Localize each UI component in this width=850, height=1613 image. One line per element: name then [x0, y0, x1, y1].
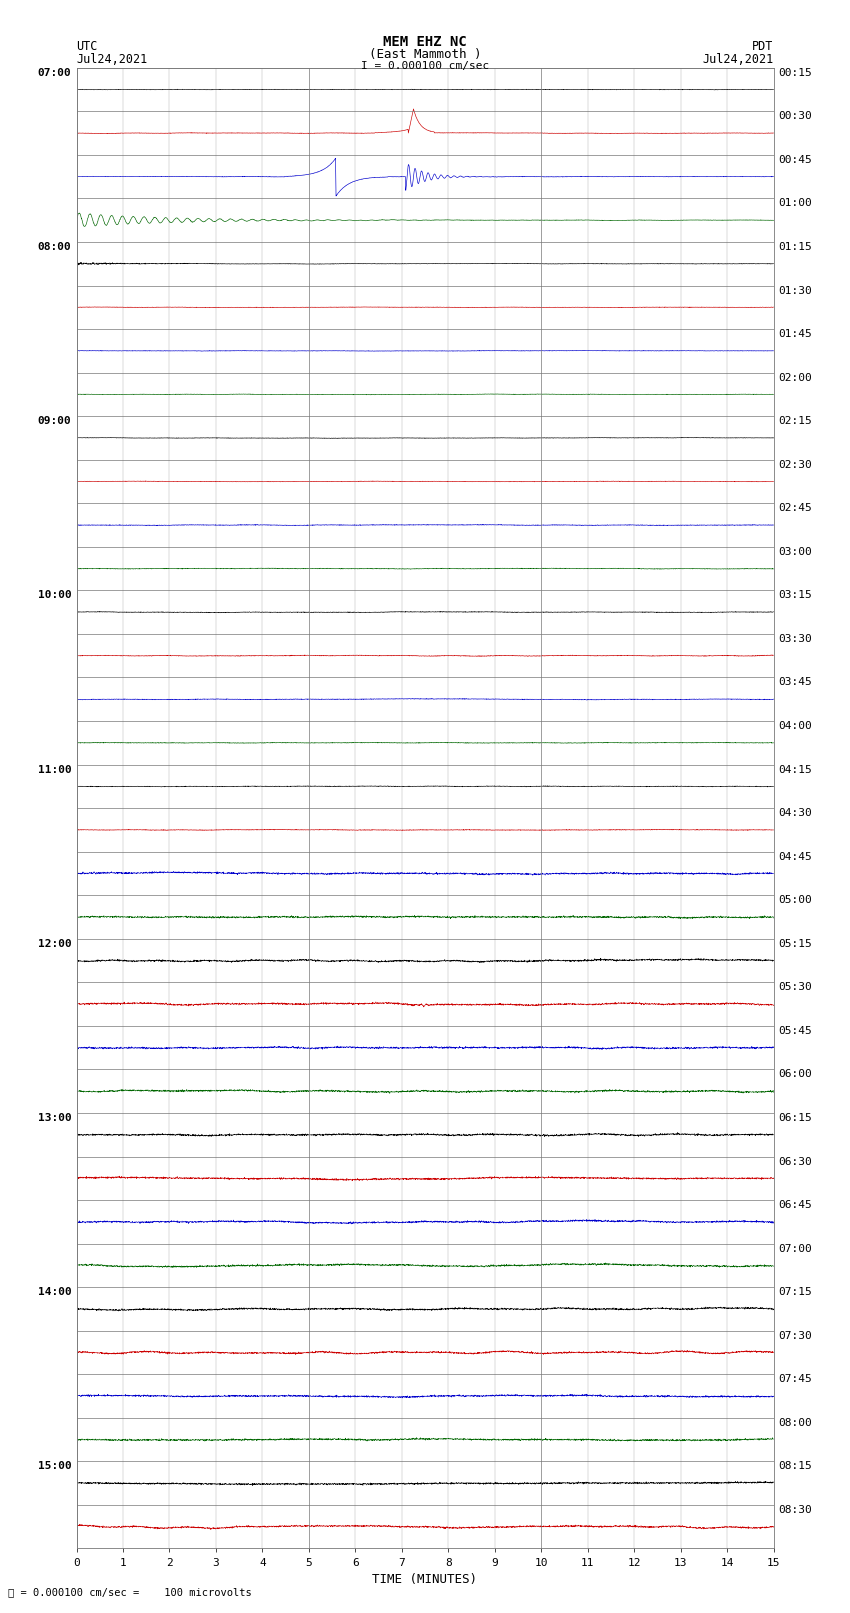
Text: 01:45: 01:45	[779, 329, 812, 339]
Text: 14:00: 14:00	[38, 1287, 71, 1297]
Text: 07:00: 07:00	[38, 68, 71, 77]
Text: 01:30: 01:30	[779, 286, 812, 295]
Text: 06:15: 06:15	[779, 1113, 812, 1123]
Text: 02:15: 02:15	[779, 416, 812, 426]
Text: 00:45: 00:45	[779, 155, 812, 165]
Text: Jul24,2021: Jul24,2021	[76, 53, 148, 66]
Text: 01:15: 01:15	[779, 242, 812, 252]
Text: 07:15: 07:15	[779, 1287, 812, 1297]
Text: 05:45: 05:45	[779, 1026, 812, 1036]
Text: I = 0.000100 cm/sec: I = 0.000100 cm/sec	[361, 61, 489, 71]
Text: 08:30: 08:30	[779, 1505, 812, 1515]
Text: 02:00: 02:00	[779, 373, 812, 382]
Text: 07:30: 07:30	[779, 1331, 812, 1340]
Text: 04:45: 04:45	[779, 852, 812, 861]
Text: 03:45: 03:45	[779, 677, 812, 687]
Text: 07:45: 07:45	[779, 1374, 812, 1384]
Text: 05:00: 05:00	[779, 895, 812, 905]
Text: 08:00: 08:00	[779, 1418, 812, 1428]
Text: 13:00: 13:00	[38, 1113, 71, 1123]
Text: 08:00: 08:00	[38, 242, 71, 252]
Text: UTC: UTC	[76, 40, 98, 53]
Text: 06:00: 06:00	[779, 1069, 812, 1079]
Text: (East Mammoth ): (East Mammoth )	[369, 48, 481, 61]
Text: 04:30: 04:30	[779, 808, 812, 818]
Text: 15:00: 15:00	[38, 1461, 71, 1471]
Text: 06:30: 06:30	[779, 1157, 812, 1166]
Text: 01:00: 01:00	[779, 198, 812, 208]
Text: ℓ = 0.000100 cm/sec =    100 microvolts: ℓ = 0.000100 cm/sec = 100 microvolts	[8, 1587, 252, 1597]
Text: 00:15: 00:15	[779, 68, 812, 77]
Text: MEM EHZ NC: MEM EHZ NC	[383, 35, 467, 50]
Text: 10:00: 10:00	[38, 590, 71, 600]
Text: Jul24,2021: Jul24,2021	[702, 53, 774, 66]
Text: 02:30: 02:30	[779, 460, 812, 469]
Text: 00:30: 00:30	[779, 111, 812, 121]
Text: 05:30: 05:30	[779, 982, 812, 992]
Text: 03:30: 03:30	[779, 634, 812, 644]
Text: 02:45: 02:45	[779, 503, 812, 513]
Text: 05:15: 05:15	[779, 939, 812, 948]
Text: 12:00: 12:00	[38, 939, 71, 948]
Text: 11:00: 11:00	[38, 765, 71, 774]
Text: 08:15: 08:15	[779, 1461, 812, 1471]
Text: 04:15: 04:15	[779, 765, 812, 774]
Text: 09:00: 09:00	[38, 416, 71, 426]
Text: PDT: PDT	[752, 40, 774, 53]
Text: 07:00: 07:00	[779, 1244, 812, 1253]
Text: 04:00: 04:00	[779, 721, 812, 731]
X-axis label: TIME (MINUTES): TIME (MINUTES)	[372, 1573, 478, 1586]
Text: 03:15: 03:15	[779, 590, 812, 600]
Text: 06:45: 06:45	[779, 1200, 812, 1210]
Text: 03:00: 03:00	[779, 547, 812, 556]
